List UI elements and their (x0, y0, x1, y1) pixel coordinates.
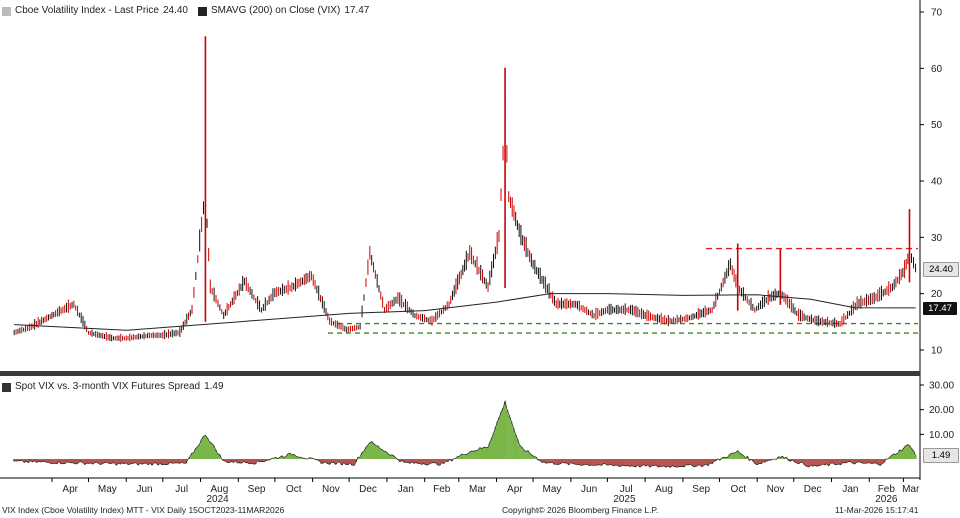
x-tick-label: Sep (692, 484, 710, 495)
x-tick-label: Oct (286, 484, 302, 495)
footer-right: 11-Mar-2026 15:17:41 (835, 505, 919, 515)
y-tick-label: 20 (931, 289, 943, 300)
sma-tag: 17.47 (923, 302, 957, 315)
x-tick-label: May (98, 484, 117, 495)
y-axis-ticks: 10 20 30 40 50 60 70 (920, 8, 943, 357)
sub-legend-name: Spot VIX vs. 3-month VIX Futures Spread (15, 381, 201, 392)
y-axis-ticks-spread: 10.00 20.00 30.00 (920, 381, 954, 441)
y-tick-label: 30 (931, 233, 943, 244)
x-tick-label: Feb (878, 484, 896, 495)
x-axis-labels: Apr May Jun Jul Aug Sep Oct Nov Dec Jan Feb Mar Apr M… (51, 478, 920, 505)
x-tick-label: Apr (62, 484, 78, 495)
y-tick-label: 50 (931, 120, 943, 131)
year-label: 2026 (875, 494, 898, 505)
y-tick-label: 40 (931, 177, 943, 188)
x-tick-label: Jul (620, 484, 633, 495)
plot-frame (0, 0, 920, 503)
price-series (13, 36, 917, 342)
y-tick-label: 60 (931, 64, 943, 75)
y-tick-label: 10 (931, 346, 943, 357)
x-tick-label: Aug (655, 484, 673, 495)
spread-area (13, 400, 917, 468)
x-tick-label: Dec (359, 484, 377, 495)
x-tick-label: Apr (507, 484, 523, 495)
x-tick-label: Dec (804, 484, 822, 495)
y-tick-spread-label: 30.00 (929, 381, 954, 392)
spread-line (14, 400, 916, 468)
support-lines (328, 322, 918, 334)
sma-series (14, 293, 916, 331)
main-legend-value: 24.40 (162, 5, 188, 16)
spread-tag: 1.49 (923, 448, 959, 463)
sma-swatch-icon (198, 6, 207, 16)
x-tick-label: Mar (469, 484, 487, 495)
x-tick-label: Mar (902, 484, 920, 495)
x-tick-label: Nov (767, 484, 785, 495)
main-legend-name: Cboe Volatility Index - Last Price (15, 5, 159, 16)
x-tick-label: Jan (398, 484, 414, 495)
pane-divider (0, 371, 920, 376)
sub-legend-value: 1.49 (204, 381, 224, 392)
x-tick-label: Jun (581, 484, 597, 495)
y-tick-spread-label: 10.00 (929, 430, 954, 441)
x-tick-label: Jul (175, 484, 188, 495)
x-tick-label: Feb (433, 484, 451, 495)
y-tick-spread-label: 20.00 (929, 405, 954, 416)
year-label: 2025 (613, 494, 636, 505)
x-tick-label: Oct (731, 484, 747, 495)
x-tick-label: Sep (248, 484, 266, 495)
main-legend: Cboe Volatility Index - Last Price 24.40… (2, 4, 369, 18)
sma-legend-name: SMAVG (200) on Close (VIX) (211, 5, 341, 16)
year-label: 2024 (206, 494, 229, 505)
spread-swatch-icon (2, 382, 11, 392)
price-swatch-icon (2, 6, 11, 16)
x-tick-label: May (543, 484, 562, 495)
x-tick-label: Jun (136, 484, 152, 495)
footer-left: VIX Index (Cboe Volatility Index) MTT - … (2, 505, 285, 515)
footer-center: Copyright© 2026 Bloomberg Finance L.P. (502, 505, 659, 515)
sma-legend-value: 17.47 (344, 5, 370, 16)
x-tick-label: Nov (322, 484, 340, 495)
x-tick-label: Aug (211, 484, 229, 495)
y-tick-label: 70 (931, 8, 943, 19)
last-price-tag: 24.40 (923, 262, 959, 277)
x-tick-label: Jan (842, 484, 858, 495)
sma-line (14, 293, 916, 331)
sub-legend: Spot VIX vs. 3-month VIX Futures Spread … (2, 380, 224, 394)
